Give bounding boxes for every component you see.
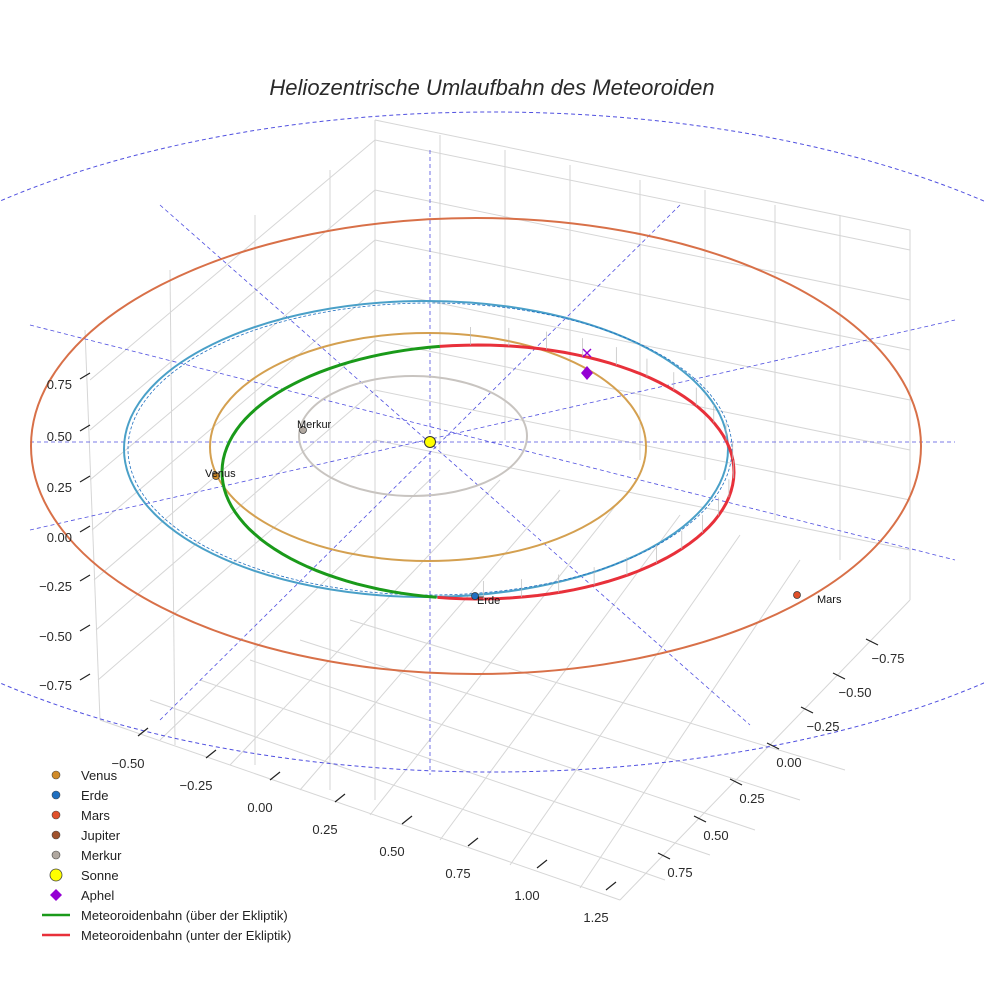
- x-tick-label: −0.50: [112, 756, 145, 771]
- legend-marker: [51, 790, 61, 800]
- y-tick-label: −0.50: [839, 685, 872, 700]
- z-tick-mark: [79, 624, 91, 632]
- y-tick-label: 0.25: [739, 791, 764, 806]
- x-tick-mark: [605, 881, 617, 891]
- z-tick-mark: [79, 475, 91, 483]
- earth-orbit-dashed: [127, 302, 733, 596]
- x-tick-label: 0.00: [247, 800, 272, 815]
- mars-orbit: [30, 217, 922, 675]
- aphel-projection-marker: [582, 348, 592, 358]
- legend-label: Sonne: [81, 868, 119, 883]
- legend-marker: [51, 830, 61, 840]
- mars-label: Mars: [817, 594, 842, 606]
- legend-label: Meteoroidenbahn (unter der Ekliptik): [81, 928, 291, 943]
- y-tick-label: 0.75: [667, 865, 692, 880]
- legend-label: Venus: [81, 768, 118, 783]
- y-tick-mark: [729, 778, 743, 786]
- x-tick-mark: [334, 793, 346, 803]
- legend-label: Mars: [81, 808, 110, 823]
- z-tick-label: −0.75: [39, 678, 72, 693]
- mercury-label: Merkur: [297, 419, 332, 431]
- aphel-marker: [581, 366, 593, 380]
- legend-label: Erde: [81, 788, 108, 803]
- x-tick-mark: [269, 771, 281, 781]
- meteoroid-orbit-above: [220, 344, 441, 599]
- x-tick-label: 0.75: [445, 866, 470, 881]
- earth-orbit: [123, 300, 729, 598]
- z-tick-mark: [79, 424, 91, 432]
- reference-line: [159, 204, 681, 721]
- z-tick-mark: [79, 673, 91, 681]
- y-axis-ticks: −0.75 −0.50 −0.25 0.00 0.25 0.50 0.75: [657, 638, 905, 880]
- y-tick-label: 0.00: [776, 755, 801, 770]
- venus-orbit: [209, 332, 647, 562]
- legend-marker: [51, 810, 61, 820]
- x-tick-mark: [536, 859, 548, 869]
- legend-label: Aphel: [81, 888, 114, 903]
- reference-line: [159, 204, 751, 726]
- z-axis-ticks: 0.75 0.50 0.25 0.00 −0.25 −0.50 −0.75: [39, 372, 91, 693]
- legend-label: Meteoroidenbahn (über der Ekliptik): [81, 908, 288, 923]
- x-tick-label: 1.25: [583, 910, 608, 925]
- x-axis-ticks: −0.50 −0.25 0.00 0.25 0.50 0.75 1.00 1.25: [112, 727, 617, 925]
- z-tick-label: 0.25: [47, 480, 72, 495]
- legend-marker: [49, 868, 63, 882]
- z-tick-mark: [79, 574, 91, 582]
- venus-label: Venus: [205, 468, 236, 480]
- y-tick-mark: [865, 638, 879, 646]
- y-tick-mark: [657, 852, 671, 860]
- y-tick-label: −0.25: [807, 719, 840, 734]
- legend-label: Jupiter: [81, 828, 121, 843]
- reference-line: [29, 324, 956, 561]
- y-tick-mark: [832, 672, 846, 680]
- x-tick-label: −0.25: [180, 778, 213, 793]
- y-tick-label: −0.75: [872, 651, 905, 666]
- z-tick-label: −0.25: [39, 579, 72, 594]
- x-tick-label: 0.50: [379, 844, 404, 859]
- legend-marker: [50, 889, 62, 901]
- chart-title: Heliozentrische Umlaufbahn des Meteoroid…: [269, 75, 714, 100]
- venus-marker: [212, 472, 220, 480]
- z-tick-mark: [79, 525, 91, 533]
- y-tick-label: 0.50: [703, 828, 728, 843]
- y-tick-mark: [693, 815, 707, 823]
- x-tick-mark: [137, 727, 149, 737]
- x-tick-mark: [205, 749, 217, 759]
- sun-marker: [424, 436, 436, 448]
- z-tick-label: 0.75: [47, 377, 72, 392]
- mercury-marker: [299, 426, 307, 434]
- legend-marker: [51, 850, 61, 860]
- y-tick-mark: [800, 706, 814, 714]
- z-tick-label: 0.50: [47, 429, 72, 444]
- z-tick-mark: [79, 372, 91, 380]
- z-tick-label: −0.50: [39, 629, 72, 644]
- legend: Venus Erde Mars Jupiter Merkur Sonne Aphel Mete…: [42, 768, 291, 943]
- z-tick-label: 0.00: [47, 530, 72, 545]
- mars-marker: [793, 591, 801, 599]
- legend-marker: [51, 770, 61, 780]
- earth-marker: [471, 592, 479, 600]
- legend-label: Merkur: [81, 848, 122, 863]
- x-tick-label: 0.25: [312, 822, 337, 837]
- y-tick-mark: [766, 742, 780, 750]
- mercury-orbit: [298, 375, 528, 497]
- x-tick-mark: [467, 837, 479, 847]
- x-tick-mark: [401, 815, 413, 825]
- x-tick-label: 1.00: [514, 888, 539, 903]
- earth-label: Erde: [477, 595, 500, 607]
